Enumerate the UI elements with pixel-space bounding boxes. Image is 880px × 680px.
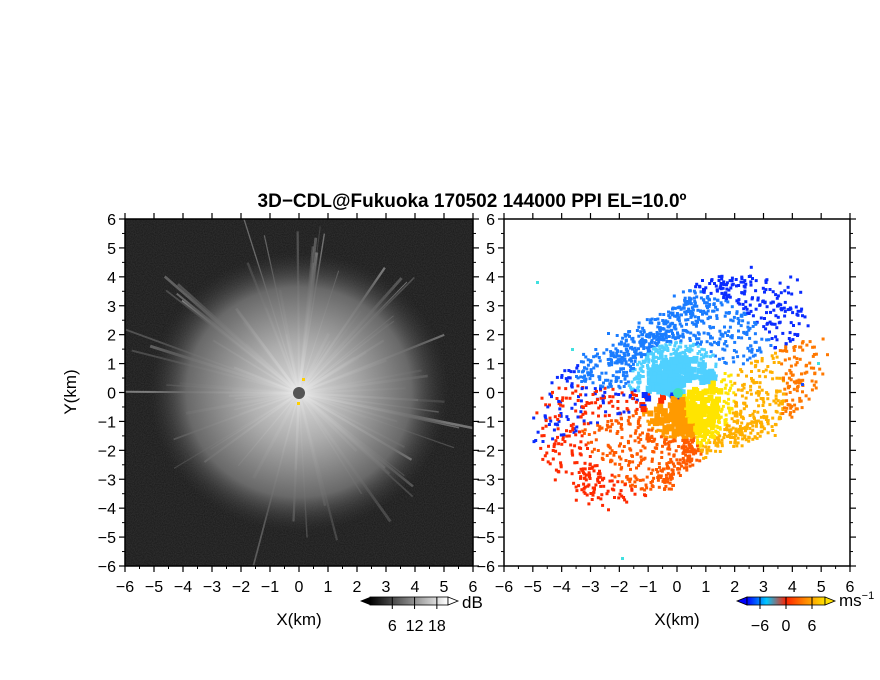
x-tick-label: −2 bbox=[610, 579, 628, 596]
y-tick-label: −4 bbox=[98, 501, 116, 518]
x-tick-label: 6 bbox=[469, 579, 478, 596]
y-tick-label: −5 bbox=[477, 530, 495, 547]
colorbar-low-arrow bbox=[360, 597, 370, 605]
x-tick-label: 6 bbox=[846, 579, 855, 596]
velocity-image bbox=[532, 265, 829, 560]
x-tick-label: −1 bbox=[261, 579, 279, 596]
x-tick-label: −2 bbox=[232, 579, 250, 596]
y-tick-label: 0 bbox=[486, 386, 495, 403]
y-tick-label: −3 bbox=[98, 472, 116, 489]
colorbar-tick-label: 6 bbox=[388, 618, 397, 635]
x-tick-label: 4 bbox=[411, 579, 420, 596]
y-tick-label: 3 bbox=[107, 299, 116, 316]
y-tick-label: −2 bbox=[477, 443, 495, 460]
x-tick-label: −6 bbox=[116, 579, 134, 596]
y-tick-label: 1 bbox=[486, 357, 495, 374]
y-tick-label: 2 bbox=[107, 328, 116, 345]
x-tick-label: 0 bbox=[673, 579, 682, 596]
y-tick-label: 5 bbox=[107, 241, 116, 258]
colorbar-high-arrow bbox=[824, 596, 837, 606]
y-tick-label: 1 bbox=[107, 357, 116, 374]
radar-site-marker bbox=[673, 388, 683, 398]
reflectivity-colorbar: dB 6 12 18 bbox=[360, 593, 483, 635]
x-tick-label: −4 bbox=[553, 579, 571, 596]
x-tick-label: 3 bbox=[759, 579, 768, 596]
y-tick-label: 6 bbox=[107, 212, 116, 229]
y-tick-label: −2 bbox=[98, 443, 116, 460]
reflectivity-axes: −6 −5 −4 −3 −2 −1 0 1 2 3 4 5 6 −6 −5 −4 −3 −2 −1 0 1 2 3 4 5 6 bbox=[98, 212, 479, 596]
velocity-colorbar: ms−1 −6 0 6 bbox=[735, 590, 874, 635]
y-tick-label: −6 bbox=[477, 559, 495, 576]
y-tick-label: 0 bbox=[107, 386, 116, 403]
y-tick-label: −3 bbox=[477, 472, 495, 489]
y-tick-label: 5 bbox=[486, 241, 495, 258]
velocity-panel: −6 −5 −4 −3 −2 −1 0 1 2 3 4 5 6 −6 −5 −4 −3 −2 −1 0 1 2 3 4 5 6 X… bbox=[477, 212, 856, 629]
velocity-colorbar-unit: ms−1 bbox=[839, 590, 874, 610]
x-tick-label: 1 bbox=[324, 579, 333, 596]
y-tick-label: 6 bbox=[486, 212, 495, 229]
radar-site-marker bbox=[293, 387, 305, 399]
reflectivity-ylabel: Y(km) bbox=[61, 369, 80, 414]
colorbar-tick-label: 12 bbox=[406, 618, 424, 635]
chart-title: 3D−CDL@Fukuoka 170502 144000 PPI EL=10.0… bbox=[258, 191, 687, 212]
x-tick-label: 5 bbox=[440, 579, 449, 596]
y-tick-label: 3 bbox=[486, 299, 495, 316]
y-tick-label: −6 bbox=[98, 559, 116, 576]
x-tick-label: 2 bbox=[353, 579, 362, 596]
y-tick-label: −5 bbox=[98, 530, 116, 547]
colorbar-tick-label: 0 bbox=[782, 618, 791, 635]
colorbar-high-arrow bbox=[447, 596, 460, 606]
x-tick-label: −1 bbox=[639, 579, 657, 596]
x-tick-label: −3 bbox=[581, 579, 599, 596]
x-tick-label: 0 bbox=[295, 579, 304, 596]
colorbar-low-arrow bbox=[735, 596, 748, 606]
y-tick-label: −4 bbox=[477, 501, 495, 518]
x-tick-label: −5 bbox=[145, 579, 163, 596]
x-tick-label: −4 bbox=[174, 579, 192, 596]
y-tick-label: 2 bbox=[486, 328, 495, 345]
x-tick-label: 3 bbox=[382, 579, 391, 596]
velocity-xlabel: X(km) bbox=[654, 610, 699, 629]
x-tick-label: 5 bbox=[817, 579, 826, 596]
reflectivity-panel: −6 −5 −4 −3 −2 −1 0 1 2 3 4 5 6 −6 −5 −4 −3 −2 −1 0 1 2 3 4 5 6 X… bbox=[61, 212, 479, 629]
colorbar-tick-label: 18 bbox=[428, 618, 446, 635]
x-tick-label: 2 bbox=[730, 579, 739, 596]
x-tick-label: −5 bbox=[524, 579, 542, 596]
reflectivity-xlabel: X(km) bbox=[276, 610, 321, 629]
x-tick-label: 1 bbox=[701, 579, 710, 596]
x-tick-label: 4 bbox=[788, 579, 797, 596]
colorbar-tick-label: 6 bbox=[808, 618, 817, 635]
reflectivity-image bbox=[125, 219, 473, 566]
colorbar-tick-label: −6 bbox=[751, 618, 769, 635]
reflectivity-colorbar-unit: dB bbox=[462, 593, 483, 612]
y-tick-label: 4 bbox=[486, 270, 495, 287]
velocity-axes: −6 −5 −4 −3 −2 −1 0 1 2 3 4 5 6 −6 −5 −4 −3 −2 −1 0 1 2 3 4 5 6 bbox=[477, 212, 856, 596]
y-tick-label: −1 bbox=[98, 414, 116, 431]
y-tick-label: −1 bbox=[477, 414, 495, 431]
x-tick-label: −6 bbox=[495, 579, 513, 596]
x-tick-label: −3 bbox=[203, 579, 221, 596]
y-tick-label: 4 bbox=[107, 270, 116, 287]
